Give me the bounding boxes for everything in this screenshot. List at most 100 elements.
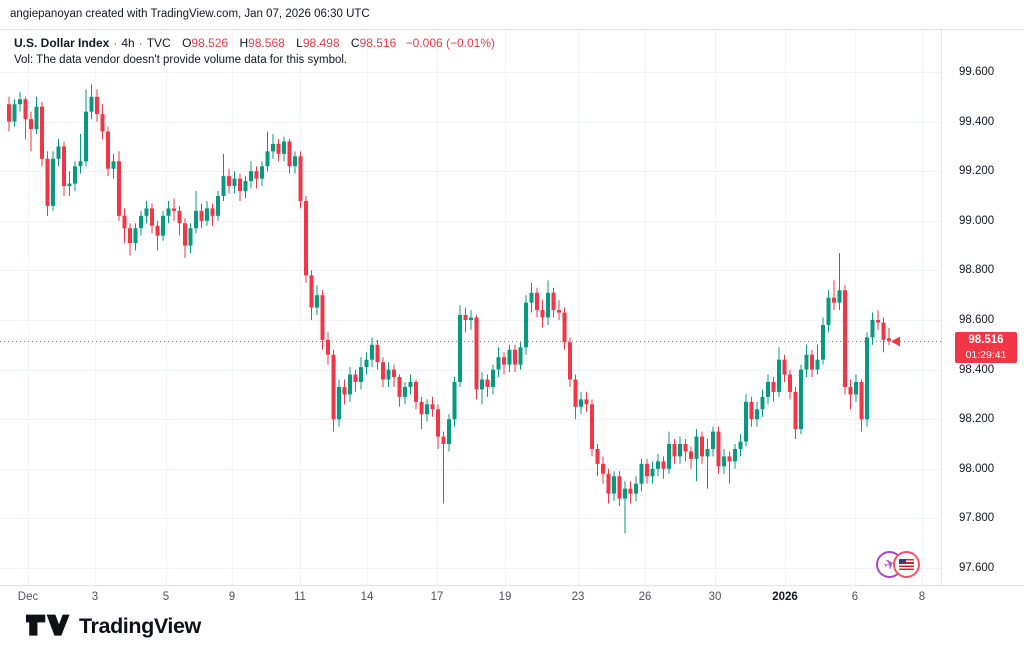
candle-body xyxy=(40,106,44,159)
time-scale[interactable]: Dec 3 5 9 11 14 17 19 23 26 30 2026 6 8 xyxy=(0,585,1024,612)
candle-body xyxy=(122,215,127,229)
candle-body xyxy=(199,210,204,221)
symbol-legend-row: U.S. Dollar Index · 4h · TVC O98.526 H98.568… xyxy=(14,36,495,50)
candle-body xyxy=(67,183,72,187)
candle-body xyxy=(106,131,110,169)
candle-body xyxy=(628,488,633,494)
price-axis-label: 97.600 xyxy=(959,562,995,574)
candle-body xyxy=(403,386,407,397)
candle-body xyxy=(337,386,341,420)
price-axis-label: 98.400 xyxy=(959,363,995,376)
candle-body xyxy=(683,444,688,452)
candle-body xyxy=(645,463,649,477)
candle-body xyxy=(447,419,451,444)
candle-body xyxy=(381,362,385,380)
candle-body xyxy=(265,151,270,167)
low-value: 98.498 xyxy=(302,36,340,50)
candle-body xyxy=(551,292,556,311)
candle-body xyxy=(425,404,429,415)
candle-body xyxy=(7,104,11,122)
exchange-label[interactable]: TVC xyxy=(146,36,171,50)
us-flag-event-icon[interactable] xyxy=(893,551,920,578)
candle-body xyxy=(227,176,231,187)
candle-body xyxy=(711,431,715,449)
candle-body xyxy=(386,369,391,380)
candle-body xyxy=(282,141,286,154)
candle-body xyxy=(727,456,732,462)
symbol-title[interactable]: U.S. Dollar Index xyxy=(14,36,110,50)
candle-body xyxy=(370,344,374,360)
candle-body xyxy=(716,431,721,467)
time-axis-label: Dec xyxy=(17,591,39,603)
candle-body xyxy=(667,444,671,469)
candle-body xyxy=(359,367,363,382)
candle-body xyxy=(298,156,303,201)
candle-body xyxy=(672,444,677,457)
time-axis-label: 14 xyxy=(360,591,374,603)
candle-body xyxy=(700,436,704,457)
candle-body xyxy=(375,344,380,363)
candle-body xyxy=(617,476,622,499)
candle-body xyxy=(843,290,847,387)
candle-body xyxy=(320,295,325,340)
candle-body xyxy=(254,171,259,179)
attribution-text: angiepanoyan created with TradingView.co… xyxy=(10,8,370,20)
candle-body xyxy=(155,225,160,236)
candle-body xyxy=(128,228,132,244)
candle-body xyxy=(95,96,99,115)
candle-body xyxy=(84,111,88,162)
price-scale[interactable]: 98.516 01:29:41 99.600 99.400 99.200 99.000… xyxy=(941,30,1024,585)
change-value: −0.006 (−0.01%) xyxy=(405,36,496,50)
tradingview-mark-icon xyxy=(26,614,70,636)
candle-body xyxy=(188,228,193,246)
interval-label[interactable]: 4h xyxy=(121,36,135,50)
bar-countdown: 01:29:41 xyxy=(965,349,1007,361)
candle-body xyxy=(287,141,292,167)
candle-body xyxy=(529,292,534,303)
candle-body xyxy=(634,483,638,494)
time-axis-label: 5 xyxy=(162,591,170,603)
candle-body xyxy=(238,178,242,192)
candle-body xyxy=(848,386,853,395)
candle-body xyxy=(777,359,781,392)
candle-body xyxy=(799,369,803,430)
candle-body xyxy=(815,359,820,370)
candle-body xyxy=(458,315,462,382)
candle-body xyxy=(194,210,198,229)
open-value: 98.526 xyxy=(191,36,229,50)
candle-body xyxy=(463,315,468,320)
candle-body xyxy=(639,463,644,484)
candle-body xyxy=(810,354,814,370)
candle-body xyxy=(205,208,209,221)
candle-body xyxy=(705,448,710,457)
candle-body xyxy=(876,320,880,323)
tradingview-logo[interactable]: TradingView xyxy=(26,613,201,640)
candle-body xyxy=(166,208,171,216)
candle-body xyxy=(293,156,297,167)
candle-body xyxy=(29,119,33,130)
candle-body xyxy=(656,461,660,469)
last-price-label: 98.516 01:29:41 xyxy=(955,332,1017,363)
candle-body xyxy=(650,468,655,477)
candle-body xyxy=(760,396,765,410)
candle-body xyxy=(436,409,440,437)
candle-body xyxy=(34,106,39,130)
candle-body xyxy=(793,391,798,430)
candle-body xyxy=(507,349,512,365)
candle-body xyxy=(496,357,501,370)
candle-body xyxy=(260,166,264,179)
candle-body xyxy=(331,354,336,420)
candle-body xyxy=(546,292,550,318)
candle-body xyxy=(771,382,776,392)
price-axis-label: 99.000 xyxy=(959,214,995,227)
candle-body xyxy=(210,208,215,216)
candle-body xyxy=(480,379,484,390)
price-axis-label: 99.400 xyxy=(959,115,995,128)
candle-body xyxy=(397,377,402,397)
candle-body xyxy=(485,379,490,387)
time-axis-label: 8 xyxy=(918,591,926,603)
candle-body xyxy=(139,215,143,229)
candle-body xyxy=(606,473,611,494)
